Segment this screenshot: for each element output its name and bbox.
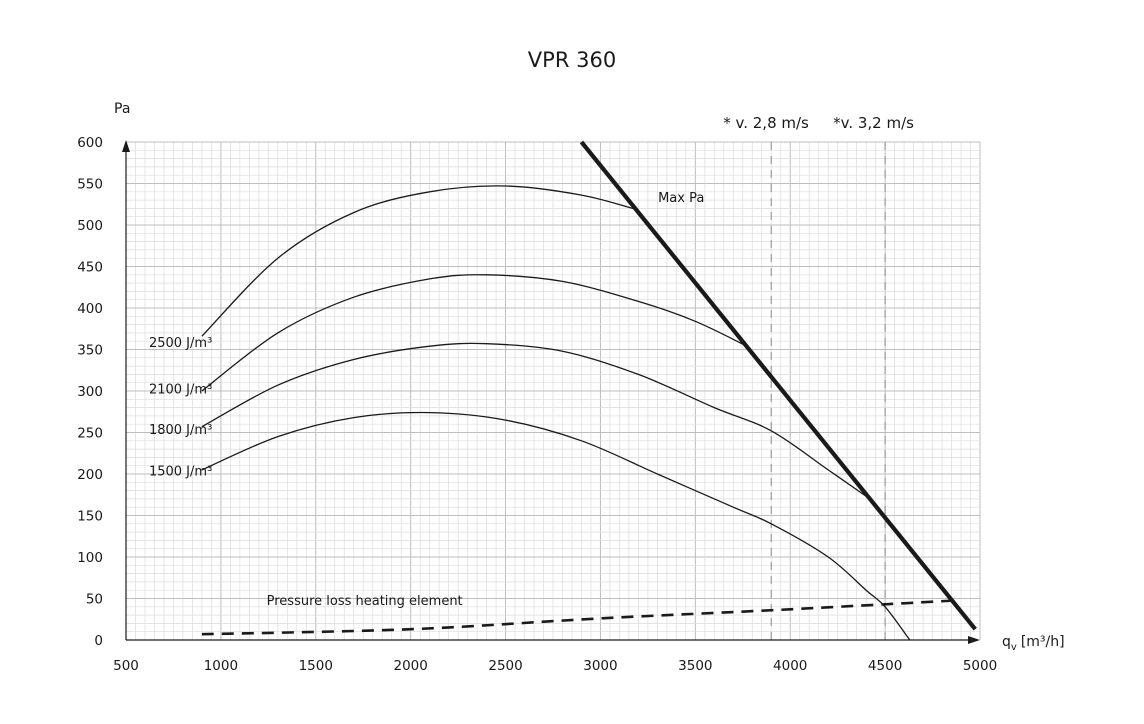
- x-axis-label-sub: v: [1011, 642, 1017, 653]
- x-tick-label: 4500: [868, 658, 902, 674]
- x-axis-label-base: q: [1002, 634, 1011, 650]
- pressure-loss-line: [201, 598, 962, 636]
- x-tick-label: 2000: [393, 658, 427, 674]
- series-labels: 2500 J/m³ 2100 J/m³ 1800 J/m³ 1500 J/m³ Pres…: [149, 191, 704, 609]
- grid: [126, 141, 981, 640]
- x-tick-label: 500: [113, 658, 139, 674]
- series-label: 1500 J/m³: [149, 465, 212, 480]
- axes: [122, 140, 980, 644]
- y-axis-label: Pa: [114, 101, 130, 117]
- max-pa-line: [579, 140, 977, 631]
- series-label: 2500 J/m³: [149, 336, 212, 351]
- series-curves: [201, 140, 977, 641]
- x-tick-label: 1500: [299, 658, 333, 674]
- pressure-loss-label: Pressure loss heating element: [267, 594, 463, 609]
- y-tick-label: 450: [77, 260, 103, 276]
- x-axis-arrow-icon: [968, 636, 980, 644]
- y-tick-label: 200: [77, 467, 103, 483]
- y-tick-label: 500: [77, 218, 103, 234]
- tick-labels: 500 1000 1500 2000 2500 3000 3500 4000 4500 5000 0…: [77, 135, 997, 674]
- velocity-lines: * v. 2,8 m/s *v. 3,2 m/s: [723, 114, 914, 640]
- x-axis-label: qv [m³/h]: [1002, 634, 1065, 653]
- series-curve: [201, 411, 911, 641]
- x-axis-label-unit: [m³/h]: [1021, 634, 1065, 650]
- x-tick-label: 3000: [583, 658, 617, 674]
- y-tick-label: 50: [86, 592, 103, 608]
- x-tick-label: 1000: [204, 658, 238, 674]
- velocity-label: * v. 2,8 m/s: [723, 114, 809, 132]
- chart-title: VPR 360: [528, 48, 616, 72]
- max-pa-label: Max Pa: [658, 191, 704, 206]
- y-tick-label: 300: [77, 384, 103, 400]
- y-tick-label: 350: [77, 343, 103, 359]
- y-tick-label: 0: [94, 633, 103, 649]
- series-curve: [201, 185, 639, 337]
- velocity-label: *v. 3,2 m/s: [833, 114, 914, 132]
- y-tick-label: 550: [77, 177, 103, 193]
- series-label: 1800 J/m³: [149, 423, 212, 438]
- y-tick-label: 150: [77, 509, 103, 525]
- series-label: 2100 J/m³: [149, 382, 212, 397]
- series-curve: [201, 342, 871, 500]
- x-tick-label: 4000: [773, 658, 807, 674]
- y-tick-label: 250: [77, 426, 103, 442]
- y-axis-arrow-icon: [122, 140, 130, 152]
- x-tick-label: 2500: [488, 658, 522, 674]
- x-tick-label: 5000: [963, 658, 997, 674]
- series-curve: [201, 274, 749, 392]
- x-tick-label: 3500: [678, 658, 712, 674]
- y-tick-label: 100: [77, 550, 103, 566]
- y-tick-label: 400: [77, 301, 103, 317]
- y-tick-label: 600: [77, 135, 103, 151]
